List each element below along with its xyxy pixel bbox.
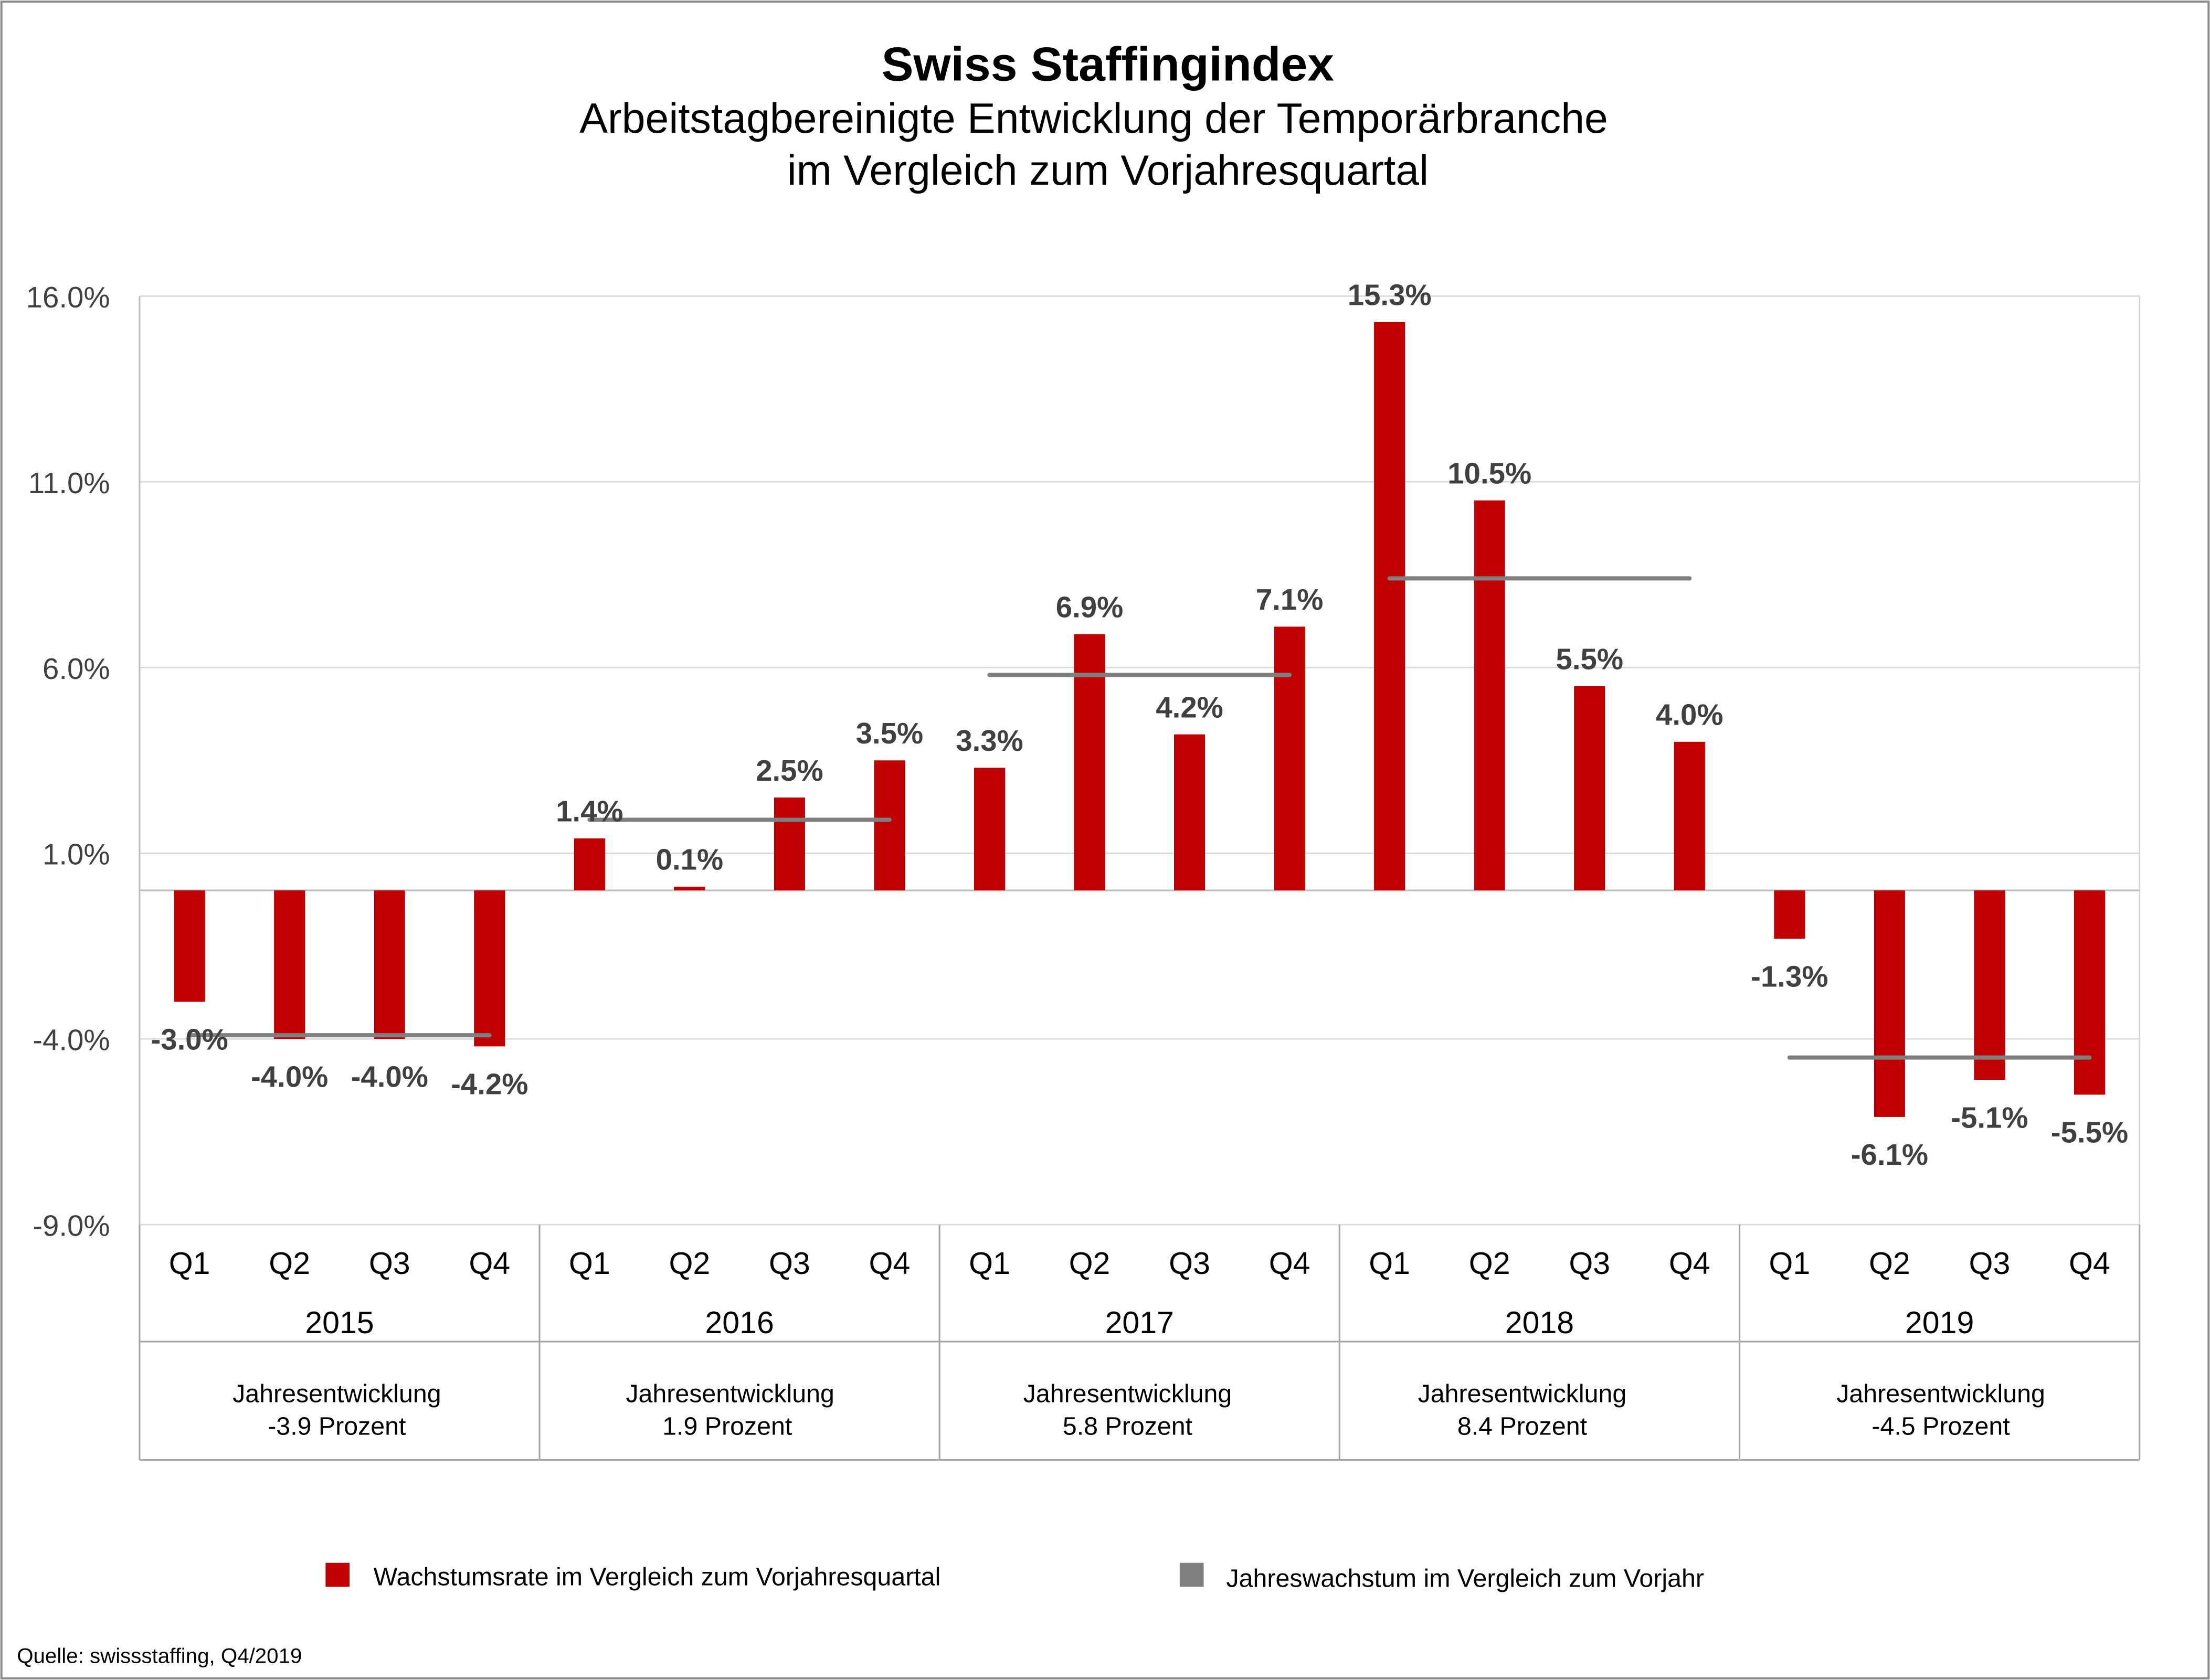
annual-note-title-2019: Jahresentwicklung [1836, 1380, 2045, 1408]
bar [574, 838, 605, 891]
quarter-label: Q1 [969, 1246, 1010, 1281]
y-tick-label: -4.0% [33, 1024, 110, 1057]
chart-subtitle-line-2: im Vergleich zum Vorjahresquartal [787, 147, 1429, 194]
data-label: 2.5% [756, 754, 823, 787]
y-tick-label: 16.0% [26, 281, 110, 314]
bar [774, 798, 805, 891]
quarter-label: Q1 [169, 1246, 210, 1281]
y-tick-label: 1.0% [43, 838, 110, 871]
data-label: -4.0% [351, 1060, 428, 1093]
data-label: -5.5% [2051, 1116, 2128, 1149]
bar [1674, 741, 1705, 891]
year-label: 2017 [1105, 1305, 1174, 1340]
quarter-label: Q1 [569, 1246, 610, 1281]
data-label: 15.3% [1348, 279, 1432, 312]
quarter-label: Q3 [1569, 1246, 1610, 1281]
quarter-label: Q3 [1169, 1246, 1210, 1281]
y-tick-label: 11.0% [28, 466, 110, 499]
year-label: 2015 [305, 1305, 374, 1340]
y-tick-label: 6.0% [43, 652, 110, 685]
legend: Wachstumsrate im Vergleich zum Vorjahres… [325, 1562, 1704, 1592]
quarter-label: Q1 [1769, 1246, 1810, 1281]
data-label: -3.0% [151, 1023, 228, 1056]
data-label: -4.2% [451, 1068, 528, 1101]
quarter-label: Q2 [669, 1246, 710, 1281]
quarter-label: Q4 [469, 1246, 510, 1281]
quarter-label: Q3 [369, 1246, 410, 1281]
data-labels: -3.0% -4.0% -4.0% -4.2% 1.4% 0.1% 2.5% 3.5% 3.3%… [151, 279, 2129, 1171]
legend-label-line: Jahreswachstum im Vergleich zum Vorjahr [1226, 1564, 1704, 1592]
annual-note-title-2015: Jahresentwicklung [232, 1380, 441, 1408]
bar [1774, 890, 1805, 939]
data-label: 10.5% [1447, 456, 1531, 490]
year-label: 2016 [705, 1305, 774, 1340]
data-label: -5.1% [1951, 1101, 2028, 1134]
bar [1074, 634, 1105, 891]
bar [974, 768, 1006, 891]
bar [674, 886, 705, 891]
quarter-label: Q4 [2069, 1246, 2110, 1281]
data-label: 7.1% [1256, 583, 1324, 616]
bar [374, 890, 405, 1039]
data-label: -6.1% [1851, 1138, 1928, 1171]
bar [874, 760, 905, 891]
bar [274, 890, 305, 1039]
bar [474, 890, 505, 1047]
data-label: 4.2% [1156, 690, 1223, 724]
year-label: 2018 [1505, 1305, 1574, 1340]
bar [1874, 890, 1905, 1117]
annual-note-value-2015: -3.9 Prozent [268, 1412, 406, 1440]
data-label: -1.3% [1751, 960, 1828, 993]
data-label: 4.0% [1656, 698, 1723, 731]
legend-swatch-bar [325, 1562, 350, 1587]
data-label: -4.0% [251, 1060, 328, 1093]
quarter-label: Q3 [769, 1246, 810, 1281]
annual-note-value-2016: 1.9 Prozent [662, 1412, 792, 1440]
y-axis: 16.0% 11.0% 6.0% 1.0% -4.0% -9.0% [26, 281, 2140, 1242]
quarter-label: Q4 [1269, 1246, 1310, 1281]
annual-note-title-2016: Jahresentwicklung [626, 1380, 834, 1408]
annual-note-title-2017: Jahresentwicklung [1023, 1380, 1232, 1408]
quarter-label: Q3 [1969, 1246, 2011, 1281]
bar [1974, 890, 2005, 1080]
annual-note-value-2017: 5.8 Prozent [1063, 1412, 1193, 1440]
quarter-label: Q4 [1669, 1246, 1710, 1281]
quarter-label: Q2 [1069, 1246, 1111, 1281]
bars [174, 322, 2105, 1117]
quarter-label: Q2 [269, 1246, 310, 1281]
data-label: 0.1% [656, 843, 723, 876]
data-label: 3.3% [956, 724, 1023, 757]
bar [2074, 890, 2105, 1095]
annual-lines [187, 576, 2092, 1060]
bar [174, 890, 205, 1002]
chart-subtitle-line-1: Arbeitstagbereinigte Entwicklung der Tem… [579, 95, 1608, 142]
quarter-label: Q1 [1369, 1246, 1410, 1281]
bar [1174, 734, 1206, 891]
quarter-label: Q4 [869, 1246, 911, 1281]
chart-title: Swiss Staffingindex [882, 37, 1335, 91]
data-label: 5.5% [1556, 642, 1623, 675]
data-label: 6.9% [1056, 590, 1124, 623]
legend-label-bar: Wachstumsrate im Vergleich zum Vorjahres… [374, 1563, 941, 1591]
year-label: 2019 [1905, 1305, 1974, 1340]
y-tick-label: -9.0% [33, 1209, 110, 1242]
bar [1574, 686, 1605, 891]
source-note: Quelle: swissstaffing, Q4/2019 [17, 1644, 302, 1667]
annual-notes: Jahresentwicklung -3.9 Prozent Jahresent… [232, 1380, 2045, 1441]
annual-note-value-2018: 8.4 Prozent [1457, 1412, 1588, 1440]
category-table: Q1 Q2 Q3 Q4 Q1 Q2 Q3 Q4 Q1 Q2 Q3 Q4 Q1 Q2 Q3 Q4 Q1 Q2 Q3 Q4… [139, 1225, 2141, 1461]
bar [1274, 626, 1305, 891]
annual-note-value-2019: -4.5 Prozent [1871, 1412, 2010, 1440]
gridlines [139, 295, 2141, 1226]
annual-note-title-2018: Jahresentwicklung [1418, 1380, 1627, 1408]
data-label: 3.5% [856, 717, 924, 750]
bar [1474, 500, 1505, 891]
bar [1374, 322, 1405, 891]
quarter-label: Q2 [1469, 1246, 1510, 1281]
legend-swatch-line [1179, 1562, 1204, 1587]
quarter-label: Q2 [1869, 1246, 1910, 1281]
data-label: 1.4% [556, 795, 623, 828]
